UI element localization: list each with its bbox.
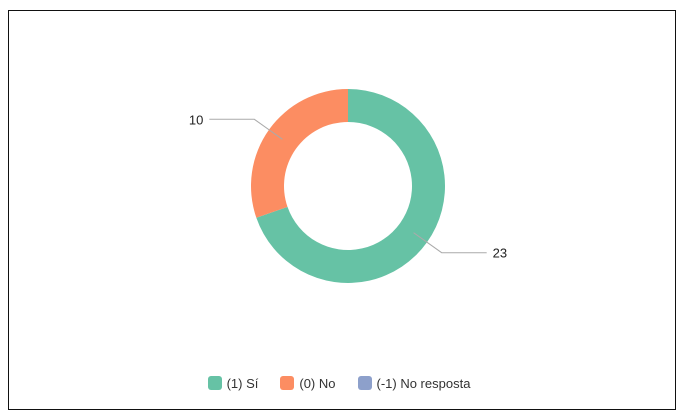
legend-swatch-si (207, 376, 222, 390)
data-label-no: 10 (189, 112, 203, 127)
legend-label-no-resposta: (-1) No resposta (376, 375, 471, 391)
legend-swatch-no (280, 376, 295, 390)
chart-legend: (1) Sí (0) No (-1) No resposta (0, 373, 678, 393)
chart-container (8, 10, 676, 410)
legend-item-no-resposta[interactable]: (-1) No resposta (357, 375, 471, 391)
donut-slice-no[interactable] (251, 89, 348, 218)
leader-line-si (413, 232, 487, 254)
donut-chart: 23 10 (189, 89, 507, 284)
leader-line-no (209, 118, 283, 140)
legend-label-si: (1) Sí (226, 375, 259, 391)
legend-item-si[interactable]: (1) Sí (207, 375, 259, 391)
data-label-si: 23 (493, 246, 507, 261)
legend-label-no: (0) No (299, 375, 336, 391)
legend-item-no[interactable]: (0) No (280, 375, 336, 391)
legend-swatch-no-resposta (357, 376, 372, 390)
donut-slice-si[interactable] (256, 89, 445, 284)
